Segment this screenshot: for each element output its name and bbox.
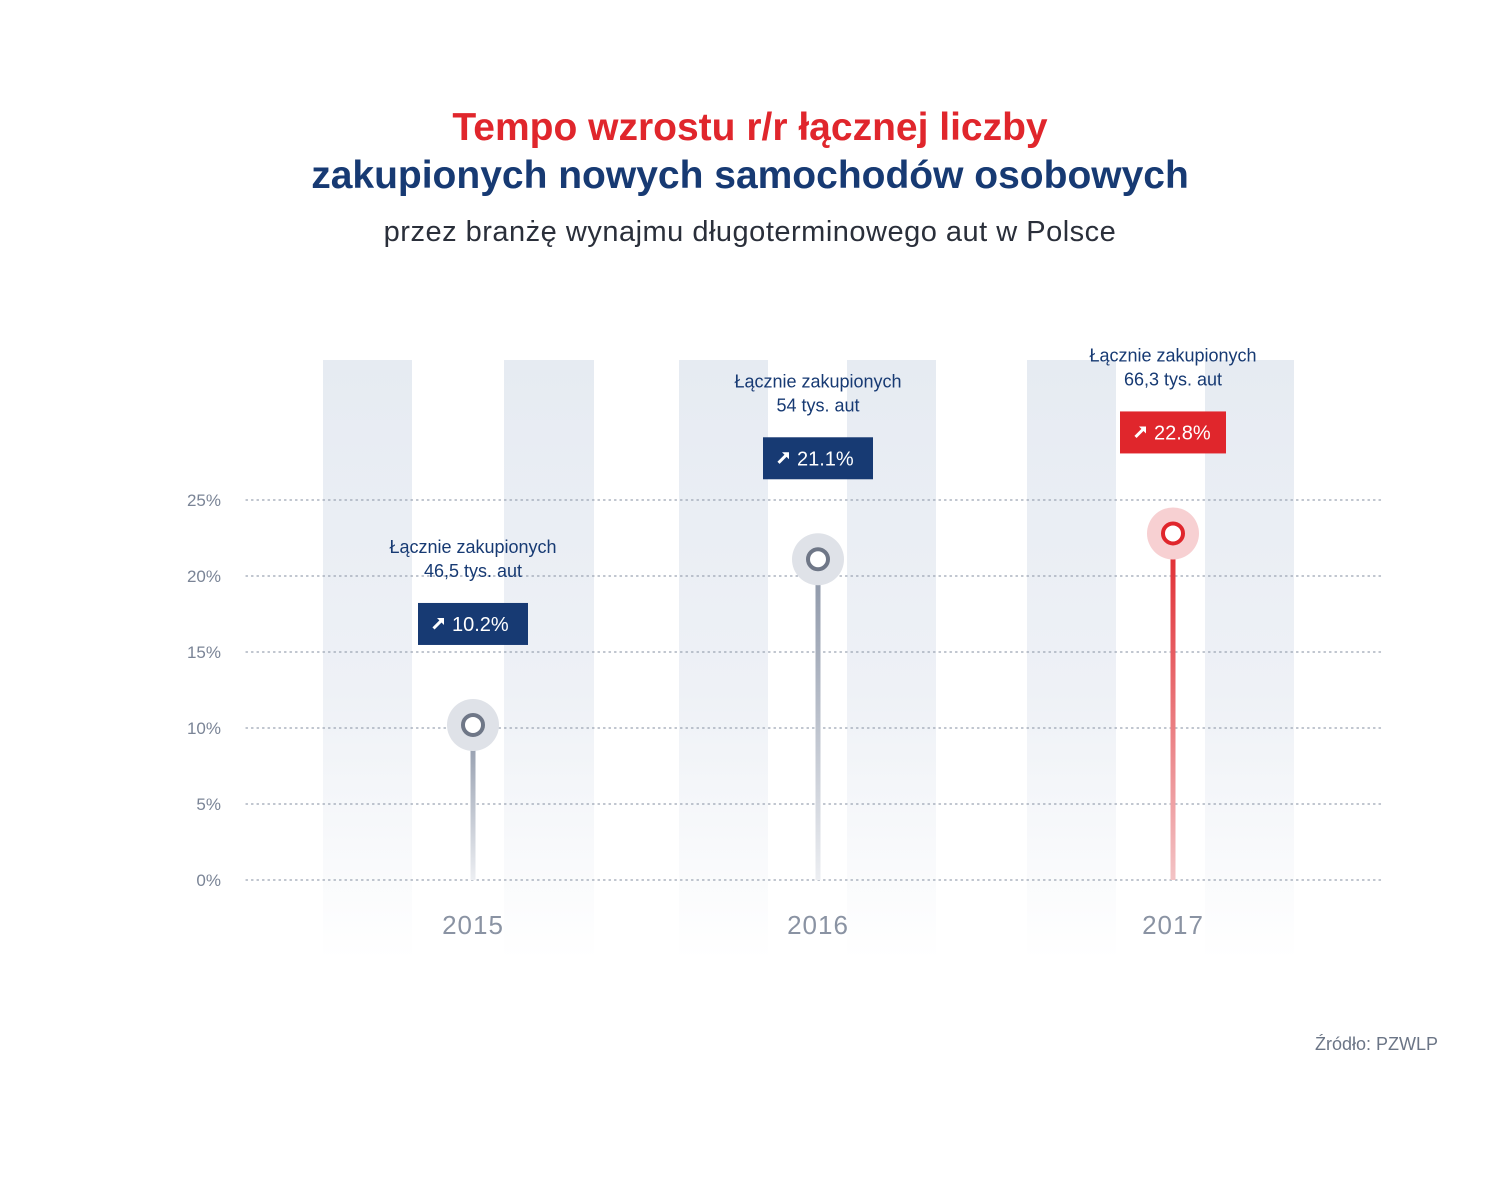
y-tick-label: 25% [187, 491, 221, 510]
lollipop-stem [1170, 533, 1176, 880]
title-line-1: Tempo wzrostu r/r łącznej liczby [452, 106, 1048, 149]
arrow-up-right-icon [1134, 426, 1146, 439]
annotation-line-2: 54 tys. aut [776, 395, 859, 415]
value-label: 22.8% [1154, 422, 1211, 444]
source-note: Źródło: PZWLP [1314, 1034, 1438, 1054]
annotation-line-1: Łącznie zakupionych [389, 537, 556, 557]
background-band [1027, 360, 1116, 960]
x-axis: 2015 2016 2017 [442, 910, 1204, 940]
y-tick-label: 15% [187, 643, 221, 662]
arrow-up-right-icon [432, 617, 444, 630]
x-tick-label: 2015 [442, 910, 504, 940]
annotation-line-1: Łącznie zakupionych [734, 371, 901, 391]
lollipop-stem [815, 559, 821, 880]
x-tick-label: 2017 [1142, 910, 1204, 940]
data-marks: 10.2% Łącznie zakupionych 46,5 tys. aut 21.… [389, 345, 1257, 880]
y-axis: 0% 5% 10% 15% 20% 25% [187, 491, 221, 890]
gridlines [245, 499, 1383, 881]
background-band [1205, 360, 1294, 960]
annotation-line-2: 46,5 tys. aut [424, 561, 522, 581]
arrow-up-right-icon [777, 452, 789, 464]
y-tick-label: 20% [187, 567, 221, 586]
data-point [806, 547, 830, 572]
x-tick-label: 2016 [787, 910, 849, 940]
annotation-line-1: Łącznie zakupionych [1089, 345, 1256, 365]
value-label: 21.1% [797, 448, 854, 470]
lollipop-stem [470, 724, 476, 880]
data-point [1161, 521, 1185, 546]
y-tick-label: 0% [196, 871, 221, 890]
data-point [461, 712, 485, 737]
y-tick-label: 10% [187, 719, 221, 738]
background-band [323, 360, 412, 960]
annotation-line-2: 66,3 tys. aut [1124, 369, 1222, 389]
chart-title: Tempo wzrostu r/r łącznej liczby zakupio… [0, 104, 1500, 252]
background-band [679, 360, 768, 960]
title-line-2: zakupionych nowych samochodów osobowych [311, 154, 1189, 197]
value-label: 10.2% [452, 614, 509, 636]
y-tick-label: 5% [196, 795, 221, 814]
chart-subtitle: przez branżę wynajmu długoterminowego au… [383, 216, 1117, 248]
background-band [504, 360, 594, 960]
value-badge [1120, 411, 1226, 454]
background-bands [323, 360, 1294, 960]
